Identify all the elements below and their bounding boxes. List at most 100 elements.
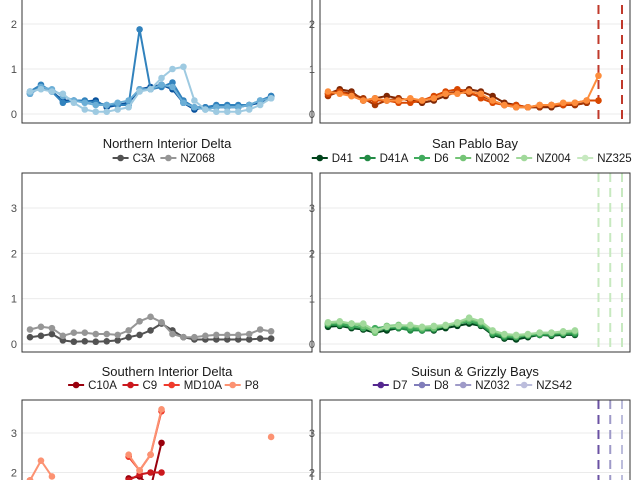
data-point (454, 90, 461, 98)
data-point (336, 90, 344, 98)
y-tick-label: 1 (11, 64, 17, 76)
data-point (59, 337, 67, 344)
y-tick-label: 0 (309, 339, 315, 351)
y-tick-label: 2 (309, 19, 315, 31)
data-point (371, 94, 379, 102)
y-tick-label: 2 (309, 248, 315, 260)
data-point (267, 335, 275, 342)
data-point (147, 313, 154, 321)
data-point (114, 331, 121, 339)
data-point (158, 406, 165, 413)
panel-border (21, 172, 313, 353)
data-point (70, 338, 78, 346)
data-point (223, 108, 231, 116)
data-point (147, 327, 154, 334)
legend-key-point (168, 381, 175, 389)
data-point (92, 338, 100, 346)
data-point (595, 97, 602, 104)
data-point (114, 337, 121, 344)
data-point (548, 329, 555, 336)
data-point (103, 337, 111, 345)
data-point (430, 94, 438, 102)
data-point (477, 318, 485, 325)
data-point (418, 97, 426, 104)
data-point (223, 336, 231, 343)
legend-label: NZ068 (180, 153, 215, 165)
data-point (180, 333, 187, 341)
data-point (245, 106, 253, 113)
legend-label: NZ325 (597, 153, 632, 165)
data-point (418, 323, 426, 331)
data-point (202, 332, 209, 340)
series-line (128, 471, 162, 480)
data-point (48, 88, 56, 95)
legend-key-point (165, 154, 172, 162)
data-point (158, 318, 165, 326)
legend-key-point (127, 381, 134, 389)
data-point (359, 320, 367, 327)
data-point (430, 322, 438, 330)
data-point (234, 336, 242, 343)
data-point (383, 323, 391, 331)
legend-key-point (316, 154, 324, 162)
data-point (59, 332, 67, 340)
data-point (59, 90, 67, 98)
panel-title: Suisun & Grizzly Bays (411, 364, 539, 379)
data-point (191, 97, 198, 104)
y-tick-label: 3 (309, 203, 315, 215)
data-point (191, 333, 198, 341)
data-point (359, 97, 367, 104)
data-point (136, 331, 143, 339)
data-point (125, 97, 132, 104)
panel-title: Southern Interior Delta (102, 364, 234, 379)
data-point (114, 106, 121, 113)
data-point (501, 101, 508, 109)
data-point (125, 103, 132, 111)
data-point (136, 467, 143, 474)
data-point (256, 101, 264, 109)
data-point (395, 97, 402, 104)
data-point (158, 469, 165, 476)
data-point (512, 103, 520, 111)
y-tick-label: 0 (11, 339, 17, 351)
data-point (213, 108, 220, 116)
data-point (70, 99, 78, 107)
data-point (234, 331, 242, 339)
legend-key-point (418, 154, 426, 162)
data-point (245, 336, 253, 343)
panel-border (319, 0, 631, 124)
data-point (26, 88, 34, 95)
data-point (158, 74, 165, 82)
y-tick-label: 1 (11, 294, 17, 306)
data-point (37, 457, 45, 464)
legend-key-point (520, 154, 528, 162)
data-point (37, 332, 45, 340)
legend-label: D41 (332, 153, 353, 165)
data-point (536, 329, 543, 336)
data-point (524, 103, 532, 111)
data-point (37, 323, 45, 331)
legend-label: NZ002 (475, 153, 510, 165)
legend-key-point (418, 381, 426, 389)
data-point (454, 318, 461, 326)
data-point (407, 321, 414, 329)
data-point (136, 318, 143, 325)
data-point (180, 99, 187, 107)
data-point (442, 321, 449, 329)
data-point (256, 326, 264, 333)
legend-label: D8 (434, 380, 449, 392)
legend-label: D7 (393, 380, 408, 392)
data-point (26, 333, 34, 341)
legend-label: C3A (133, 153, 156, 165)
data-point (147, 85, 154, 93)
legend-label: NZ004 (536, 153, 571, 165)
data-point (583, 97, 591, 104)
data-point (223, 331, 231, 339)
legend-label: P8 (245, 380, 259, 392)
data-point (234, 108, 242, 116)
panel-title: San Pablo Bay (432, 136, 519, 151)
data-point (114, 99, 121, 107)
legend-key-point (520, 381, 528, 389)
panel-border (319, 172, 631, 353)
data-point (213, 336, 220, 343)
